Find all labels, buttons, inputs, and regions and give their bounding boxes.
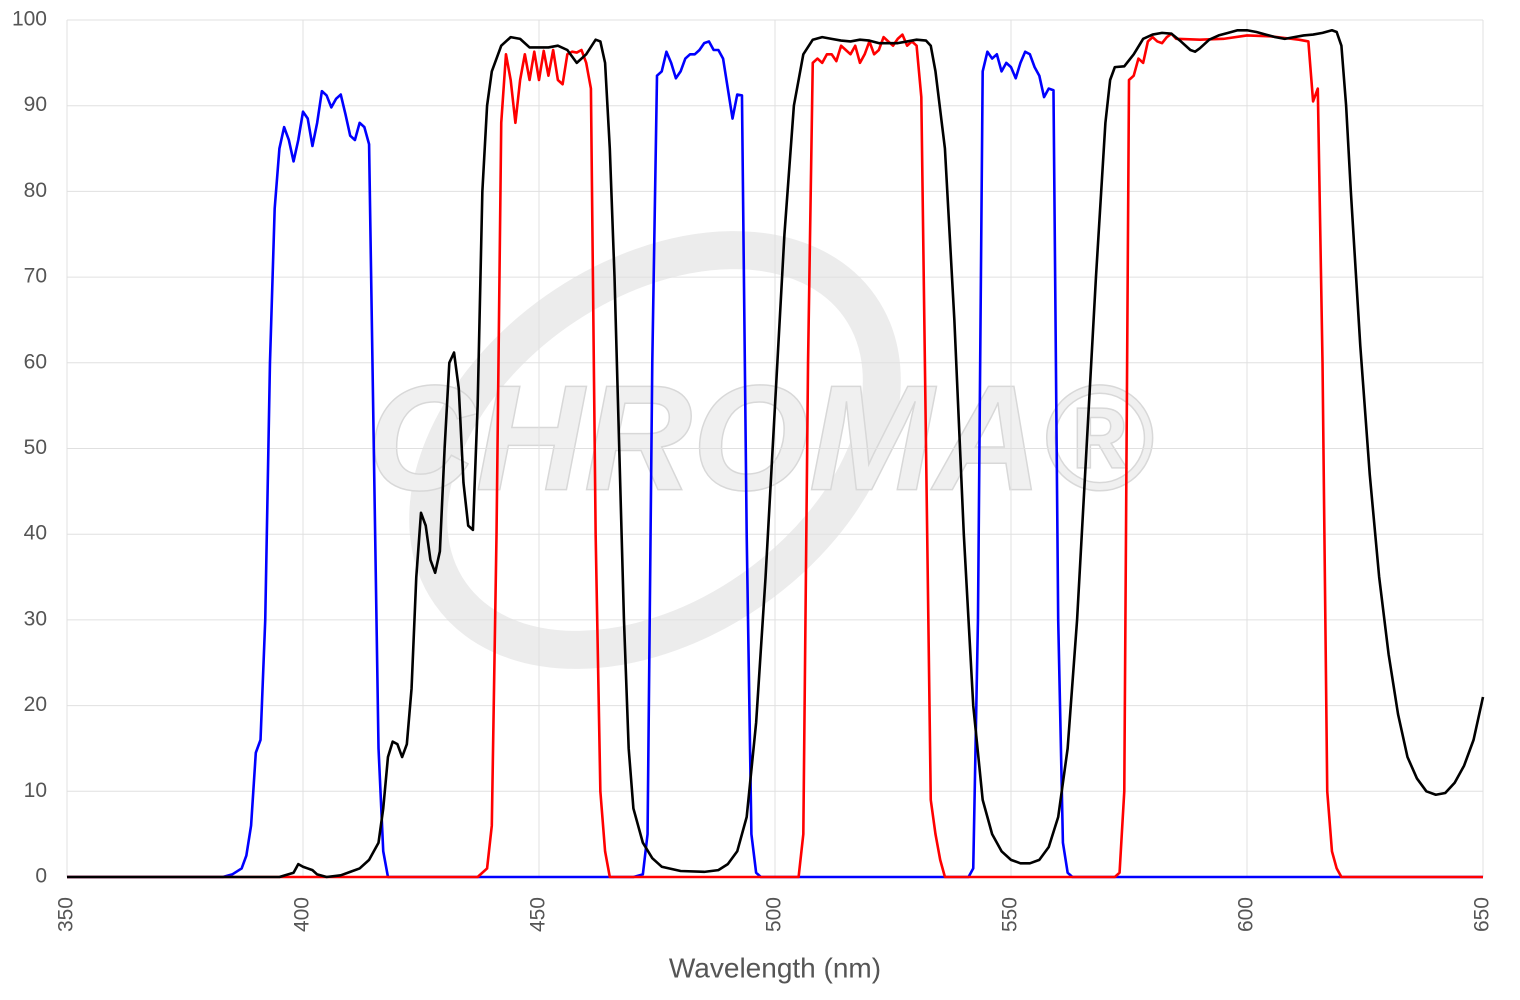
watermark-ring [409, 231, 901, 669]
y-tick-label: 90 [24, 93, 47, 116]
y-tick-label: 100 [12, 8, 47, 31]
y-tick-label: 50 [24, 436, 47, 459]
x-axis-label: Wavelength (nm) [669, 952, 881, 983]
y-tick-label: 0 [35, 865, 47, 888]
x-tick-label: 450 [527, 897, 550, 932]
x-tick-label: 500 [763, 897, 786, 932]
x-tick-label: 550 [999, 897, 1022, 932]
x-tick-label: 350 [55, 897, 78, 932]
series-line [67, 28, 1485, 879]
y-tick-label: 20 [24, 693, 47, 716]
y-tick-label: 80 [24, 179, 47, 202]
series-line [67, 40, 1483, 879]
y-tick-label: 10 [24, 779, 47, 802]
x-tick-label: 650 [1471, 897, 1494, 932]
watermark: CHROMA® [367, 354, 1153, 522]
x-tick-label: 400 [291, 897, 314, 932]
y-tick-label: 70 [24, 265, 47, 288]
x-tick-label: 600 [1235, 897, 1258, 932]
y-tick-label: 60 [24, 350, 47, 373]
series-line [67, 32, 1483, 879]
y-tick-label: 30 [24, 607, 47, 630]
y-tick-label: 40 [24, 522, 47, 545]
